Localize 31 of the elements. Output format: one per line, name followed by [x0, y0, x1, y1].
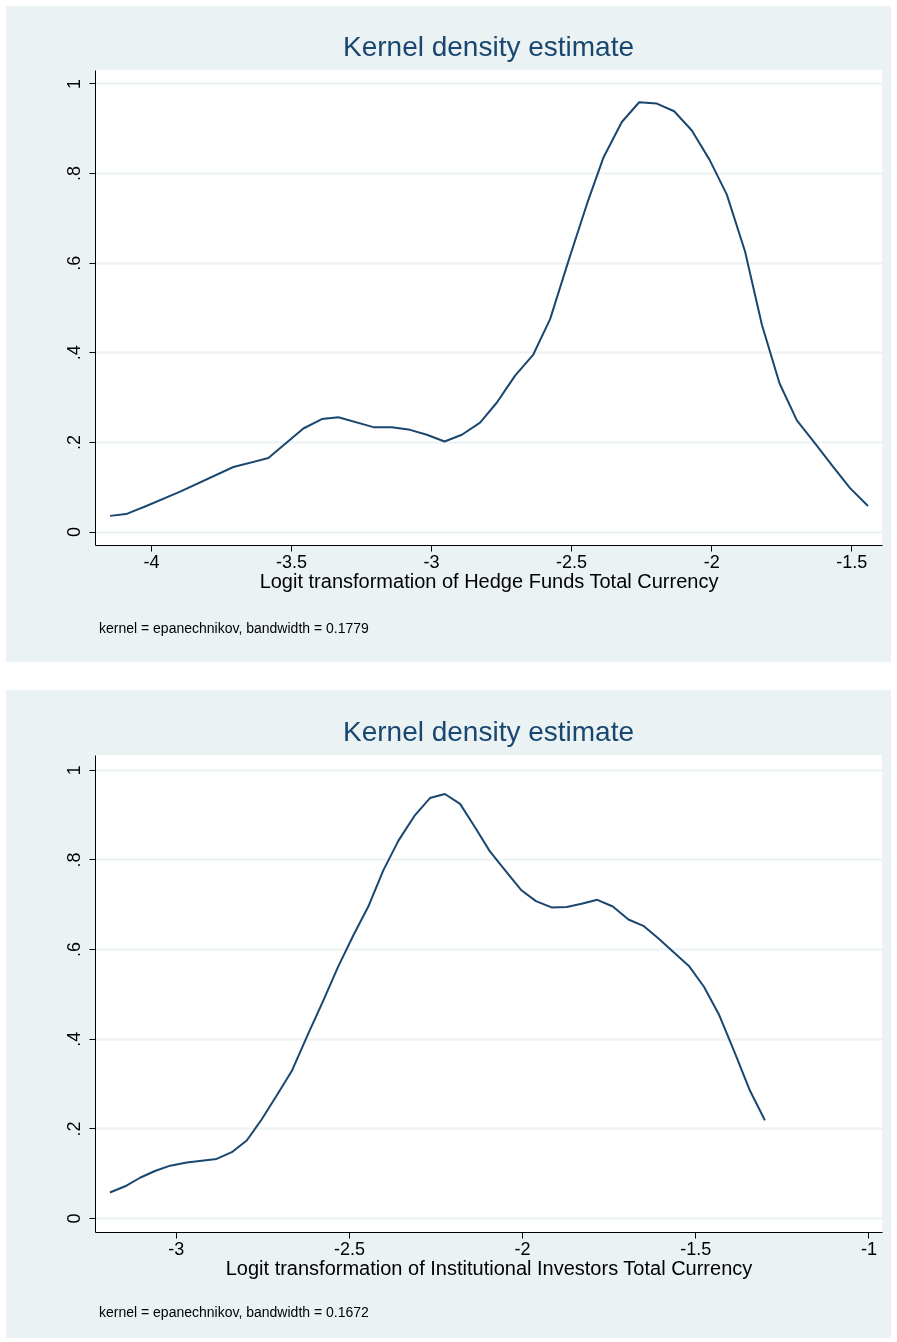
- x-tick-label: -3: [423, 551, 440, 572]
- x-tick-label: -2.5: [556, 551, 588, 572]
- y-tick-label: .6: [63, 942, 84, 958]
- y-tick-label: 0: [63, 527, 84, 538]
- y-tick-label: .6: [63, 255, 84, 271]
- line-series: [108, 793, 766, 1194]
- y-tick-label: .8: [63, 166, 84, 182]
- y-tick-label: 0: [63, 1213, 84, 1224]
- y-tick-label: .2: [63, 434, 84, 450]
- chart-title: Kernel density estimate: [342, 31, 635, 62]
- x-tick-label: -2.5: [333, 1238, 365, 1259]
- x-tick-label: -1.5: [680, 1238, 712, 1259]
- x-tick-label: -1.5: [836, 551, 868, 572]
- y-tick-label: .4: [63, 1031, 84, 1047]
- x-tick-label: -2: [703, 551, 720, 572]
- y-tick-label: .8: [63, 852, 84, 868]
- y-tick-label: 1: [63, 78, 84, 89]
- x-tick-label: -3: [168, 1238, 185, 1259]
- x-tick-label: -4: [143, 551, 160, 572]
- text: kernel = epanechnikov, bandwidth = 0.1672: [99, 1304, 369, 1320]
- y-tick-label: .4: [63, 345, 84, 361]
- x-tick-label: -3.5: [276, 551, 308, 572]
- chart-title: Kernel density estimate: [342, 716, 635, 747]
- y-tick-label: .2: [63, 1121, 84, 1137]
- x-axis-title: Logit transformation of Hedge Funds Total Currency: [259, 569, 719, 592]
- x-tick-label: -2: [514, 1238, 531, 1259]
- line-series: [109, 101, 869, 517]
- x-tick-label: -1: [860, 1238, 877, 1259]
- text: kernel = epanechnikov, bandwidth = 0.1779: [99, 620, 369, 636]
- y-tick-label: 1: [63, 765, 84, 776]
- x-axis-title: Logit transformation of Institutional Investors Total Currency: [225, 1256, 753, 1279]
